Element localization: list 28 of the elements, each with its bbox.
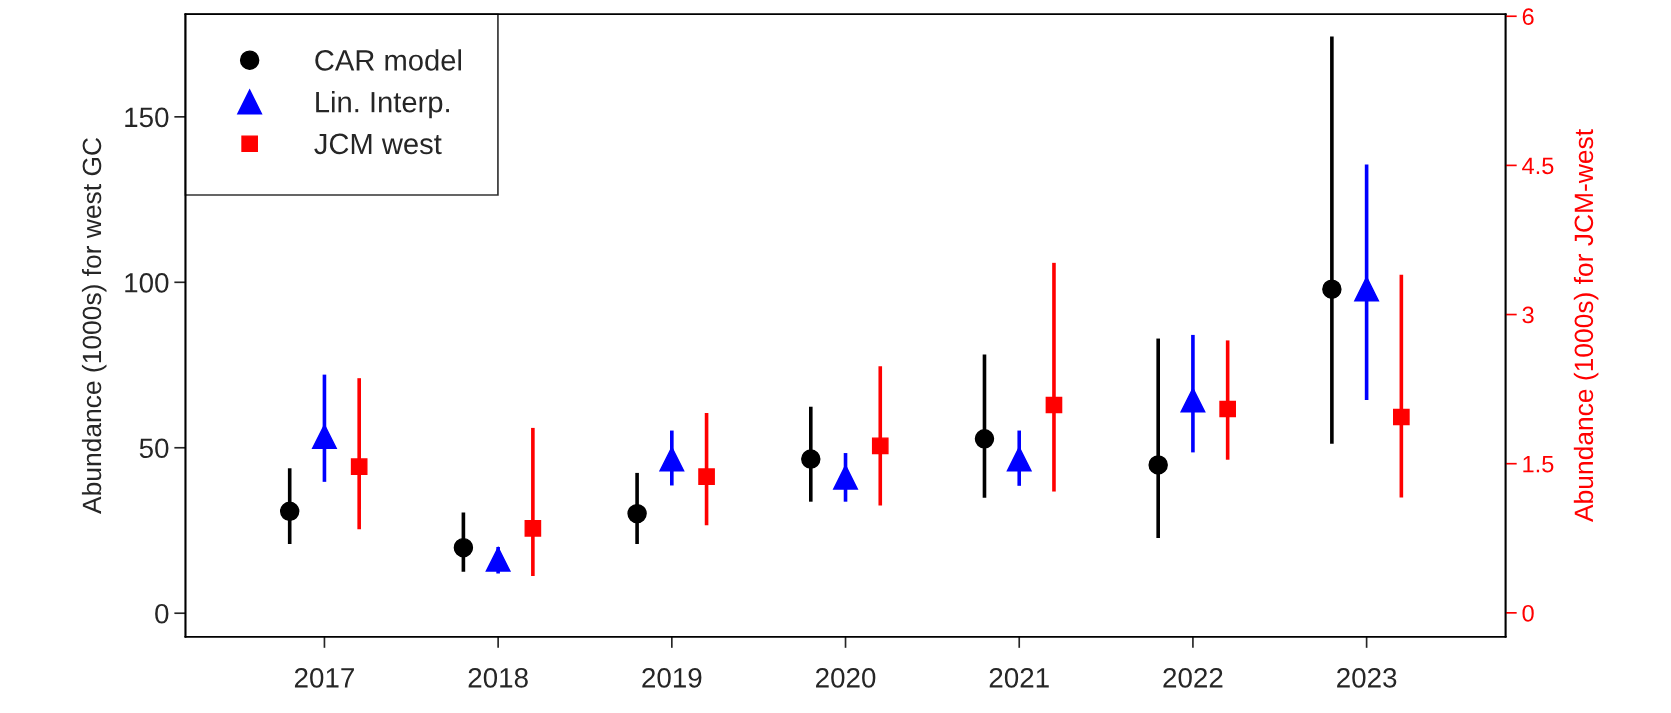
- y2-tick-label: 0: [1522, 604, 1534, 622]
- y-tick-label: 50: [139, 438, 169, 459]
- point: [524, 519, 542, 537]
- point: [350, 458, 368, 476]
- x-tick-label: 2018: [468, 668, 528, 688]
- y2-tick-label: 4.5: [1522, 157, 1554, 175]
- x-tick-label: 2017: [294, 668, 354, 688]
- x-tick-label: 2022: [1163, 668, 1223, 688]
- x-tick-label: 2021: [989, 668, 1049, 688]
- y-tick-label: 0: [155, 603, 169, 624]
- legend-label: CAR model: [315, 49, 461, 71]
- legend-label: JCM west: [314, 133, 442, 155]
- x-tick-label: 2023: [1337, 668, 1397, 688]
- y-axis-title: Abundance (1000s) for west GC: [81, 137, 107, 514]
- point: [698, 468, 715, 485]
- y-tick-label: 100: [125, 272, 169, 293]
- point: [1393, 408, 1410, 426]
- y2-tick-label: 1.5: [1523, 456, 1554, 473]
- y2-tick-label: 6: [1522, 8, 1534, 26]
- y2-tick-label: 3: [1522, 306, 1534, 324]
- point: [871, 437, 889, 455]
- y-tick-label: 150: [125, 107, 169, 128]
- x-tick-label: 2019: [642, 668, 702, 688]
- point: [1045, 396, 1063, 414]
- legend-label: Lin. Interp.: [316, 91, 449, 119]
- y2-axis-title: Abundance (1000s) for JCM-west: [1573, 129, 1599, 522]
- x-tick-label: 2020: [816, 668, 876, 688]
- point: [1219, 400, 1236, 418]
